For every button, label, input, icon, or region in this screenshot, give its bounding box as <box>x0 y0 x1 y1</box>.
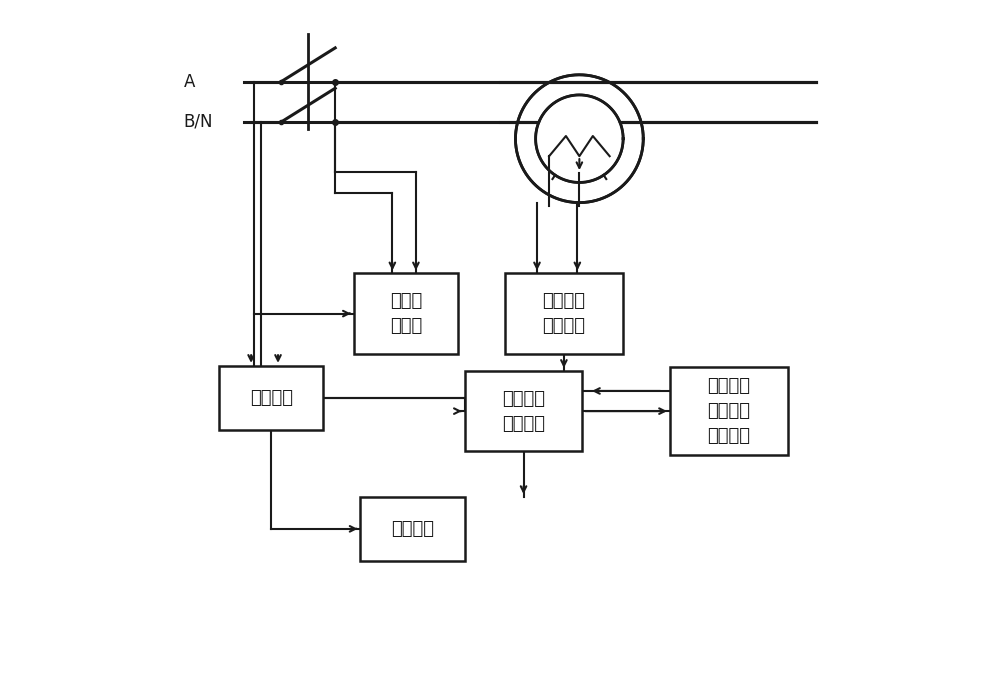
FancyBboxPatch shape <box>505 273 623 354</box>
Text: 漏电检测
控制单元: 漏电检测 控制单元 <box>502 390 545 432</box>
Text: 漏电信号
调理电路: 漏电信号 调理电路 <box>542 292 585 335</box>
Text: 漏电检测
控制单元
所需电路: 漏电检测 控制单元 所需电路 <box>707 377 750 445</box>
Text: 脱扣电路: 脱扣电路 <box>391 520 434 538</box>
FancyBboxPatch shape <box>465 370 582 452</box>
FancyBboxPatch shape <box>219 366 323 430</box>
FancyBboxPatch shape <box>670 368 788 455</box>
Text: 漏电试
验电路: 漏电试 验电路 <box>390 292 422 335</box>
FancyBboxPatch shape <box>354 273 458 354</box>
Text: A: A <box>184 72 195 91</box>
Circle shape <box>538 97 621 180</box>
Text: 电源电路: 电源电路 <box>250 389 293 407</box>
Text: B/N: B/N <box>184 113 213 131</box>
FancyBboxPatch shape <box>360 497 465 560</box>
Circle shape <box>539 98 620 179</box>
